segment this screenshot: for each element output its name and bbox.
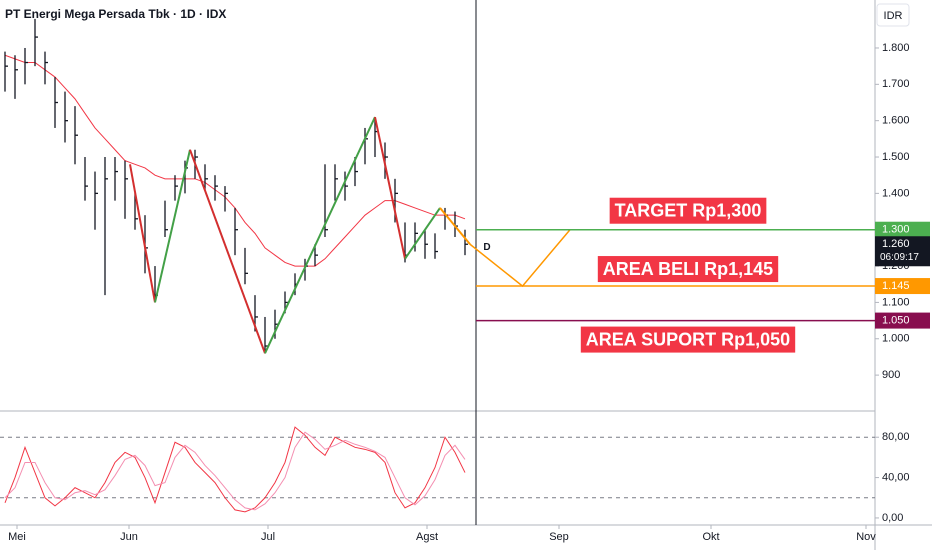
countdown-label: 06:09:17 [880, 252, 919, 263]
pattern-leg [189, 149, 266, 354]
y-tick-label: 1.100 [882, 296, 910, 308]
level-label: AREA SUPORT Rp1,050 [586, 329, 790, 349]
y-tick-label: 1.500 [882, 151, 910, 163]
level-label: AREA BELI Rp1,145 [603, 259, 773, 279]
y-tick-label: 1.700 [882, 78, 910, 90]
pattern-point-label: D [483, 242, 490, 253]
x-tick-label: Jul [261, 531, 275, 543]
price-badge [875, 278, 930, 295]
y-tick-label: 80,00 [882, 431, 910, 443]
price-badge-label: 1.050 [882, 314, 910, 326]
level-label: TARGET Rp1,300 [615, 200, 762, 220]
y-tick-label: 1.800 [882, 42, 910, 54]
y-tick-label: 1.600 [882, 115, 910, 127]
chart-title: PT Energi Mega Persada Tbk · 1D · IDX [5, 7, 226, 21]
x-tick-label: Okt [702, 531, 719, 543]
x-tick-label: Agst [416, 531, 438, 543]
pattern-leg [374, 116, 406, 260]
y-tick-label: 1.400 [882, 187, 910, 199]
x-tick-label: Jun [120, 531, 138, 543]
pattern-leg [439, 207, 471, 245]
level-label-box [597, 256, 779, 283]
pattern-leg [129, 164, 156, 303]
last-price-badge [875, 236, 930, 267]
x-tick-label: Sep [549, 531, 569, 543]
currency-box [876, 3, 910, 27]
pattern-leg [264, 116, 376, 354]
price-badge [875, 312, 930, 329]
x-tick-label: Mei [8, 531, 26, 543]
y-tick-label: 900 [882, 369, 900, 381]
pattern-leg [154, 149, 191, 303]
last-price-label: 1.260 [882, 238, 910, 250]
x-tick-label: Nov [856, 531, 876, 543]
pattern-leg [404, 207, 441, 260]
y-tick-label: 1.000 [882, 333, 910, 345]
level-label-box [580, 326, 796, 353]
price-badge [875, 221, 930, 238]
price-badge-label: 1.145 [882, 280, 910, 292]
oscillator-line [4, 431, 466, 511]
currency-label: IDR [884, 10, 903, 22]
price-badge-label: 1.300 [882, 224, 910, 236]
y-tick-label: 0,00 [882, 512, 903, 524]
y-tick-label: 40,00 [882, 471, 910, 483]
level-label-box [609, 197, 767, 224]
